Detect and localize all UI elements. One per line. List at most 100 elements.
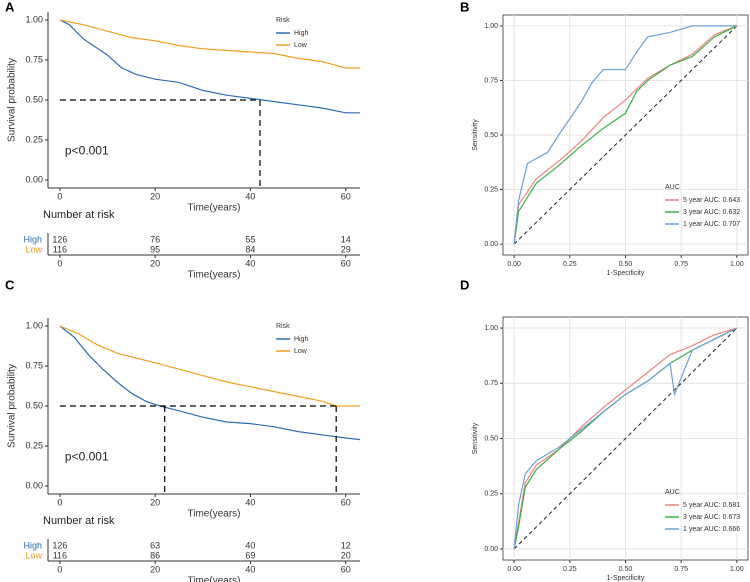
- y-axis-label: Survival probability: [7, 364, 18, 448]
- risk-strata: High: [23, 234, 42, 244]
- y-tick-label: 0.75: [25, 54, 43, 64]
- panel-letter: C: [5, 277, 15, 292]
- x-tick-label: 1.00: [730, 566, 744, 573]
- panel-letter: A: [5, 0, 15, 14]
- y-axis-label: Survival probability: [7, 58, 18, 142]
- risk-count: 86: [150, 550, 160, 560]
- x-tick-label: 0: [57, 497, 62, 507]
- risk-strata: Low: [25, 550, 42, 560]
- y-tick-label: 0.00: [25, 174, 43, 184]
- x-axis-label: 1-Specificity: [607, 270, 645, 277]
- y-tick-label: 0.00: [484, 546, 498, 553]
- y-tick-label: 1.00: [25, 14, 43, 24]
- p-value: p<0.001: [65, 449, 109, 463]
- x-axis-label: Time(years): [188, 509, 241, 520]
- curve: [59, 325, 361, 441]
- x-tick-label: 40: [245, 191, 255, 201]
- x-tick-label: 0: [57, 191, 62, 201]
- panel-letter: D: [460, 277, 469, 292]
- risk-count: 116: [53, 244, 67, 254]
- legend-title: Risk: [276, 17, 290, 24]
- legend-label: 5 year AUC: 0.643: [683, 197, 740, 204]
- x-tick-label: 20: [150, 497, 160, 507]
- risk-tick-label: 0: [57, 258, 62, 268]
- y-tick-label: 0.75: [484, 380, 498, 387]
- y-axis-label: Sensitivity: [472, 422, 479, 454]
- curve: [513, 327, 738, 550]
- risk-count: 95: [150, 244, 160, 254]
- x-tick-label: 0.25: [563, 566, 577, 573]
- y-tick-label: 0.25: [484, 186, 498, 193]
- risk-count: 126: [52, 234, 67, 244]
- diagonal: [513, 327, 738, 550]
- y-tick-label: 1.00: [484, 23, 498, 30]
- y-tick-label: 0.25: [25, 440, 43, 450]
- curve: [59, 19, 360, 114]
- risk-tick-label: 20: [150, 258, 160, 268]
- legend-title: AUC: [665, 489, 680, 496]
- x-tick-label: 0.75: [674, 261, 688, 268]
- risk-title: Number at risk: [43, 209, 115, 221]
- legend-title: Risk: [276, 323, 290, 330]
- y-tick-label: 1.00: [25, 320, 43, 330]
- x-tick-label: 0.50: [619, 261, 633, 268]
- legend-label: High: [294, 30, 309, 37]
- risk-x-label: Time(years): [188, 576, 241, 582]
- x-axis-label: Time(years): [188, 203, 241, 214]
- panel-letter: B: [460, 0, 469, 14]
- risk-count: 84: [245, 244, 255, 254]
- risk-x-label: Time(years): [188, 270, 241, 281]
- legend-label: Low: [294, 42, 308, 49]
- risk-count: 55: [245, 234, 255, 244]
- risk-count: 69: [245, 550, 255, 560]
- risk-tick-label: 0: [57, 564, 62, 574]
- y-tick-label: 0.00: [25, 480, 43, 490]
- curve: [513, 25, 738, 245]
- curve: [59, 19, 360, 69]
- x-tick-label: 0.25: [563, 261, 577, 268]
- y-tick-label: 0.50: [484, 132, 498, 139]
- y-tick-label: 0.50: [25, 94, 43, 104]
- risk-strata: High: [23, 540, 42, 550]
- curve: [513, 25, 738, 245]
- risk-count: 29: [341, 244, 351, 254]
- x-tick-label: 60: [341, 497, 351, 507]
- risk-count: 20: [341, 550, 351, 560]
- risk-count: 40: [245, 540, 255, 550]
- legend-label: 3 year AUC: 0.632: [683, 209, 740, 216]
- curve: [513, 25, 737, 245]
- x-tick-label: 60: [341, 191, 351, 201]
- risk-title: Number at risk: [43, 515, 115, 527]
- y-tick-label: 0.25: [484, 491, 498, 498]
- y-tick-label: 0.00: [484, 241, 498, 248]
- y-tick-label: 0.50: [25, 400, 43, 410]
- curve: [59, 325, 360, 407]
- legend-title: AUC: [665, 184, 680, 191]
- y-tick-label: 0.50: [484, 435, 498, 442]
- curve: [513, 327, 738, 550]
- risk-tick-label: 60: [341, 258, 351, 268]
- x-tick-label: 0.75: [674, 566, 688, 573]
- risk-count: 14: [341, 234, 351, 244]
- x-axis-label: 1-Specificity: [607, 575, 645, 582]
- y-axis-label: Sensitivity: [472, 119, 479, 151]
- diagonal: [513, 25, 738, 245]
- x-tick-label: 0.50: [619, 566, 633, 573]
- legend-label: Low: [294, 348, 308, 355]
- risk-tick-label: 40: [245, 564, 255, 574]
- legend-label: High: [294, 336, 309, 343]
- risk-count: 12: [341, 540, 351, 550]
- y-tick-label: 0.25: [25, 134, 43, 144]
- x-tick-label: 1.00: [730, 261, 744, 268]
- risk-tick-label: 40: [245, 258, 255, 268]
- risk-tick-label: 60: [341, 564, 351, 574]
- x-tick-label: 40: [245, 497, 255, 507]
- legend-label: 1 year AUC: 0.707: [683, 221, 740, 228]
- x-tick-label: 0.00: [507, 566, 521, 573]
- risk-count: 76: [150, 234, 160, 244]
- legend-label: 5 year AUC: 0.681: [683, 502, 740, 509]
- y-tick-label: 1.00: [484, 325, 498, 332]
- risk-count: 116: [53, 550, 67, 560]
- risk-strata: Low: [25, 244, 42, 254]
